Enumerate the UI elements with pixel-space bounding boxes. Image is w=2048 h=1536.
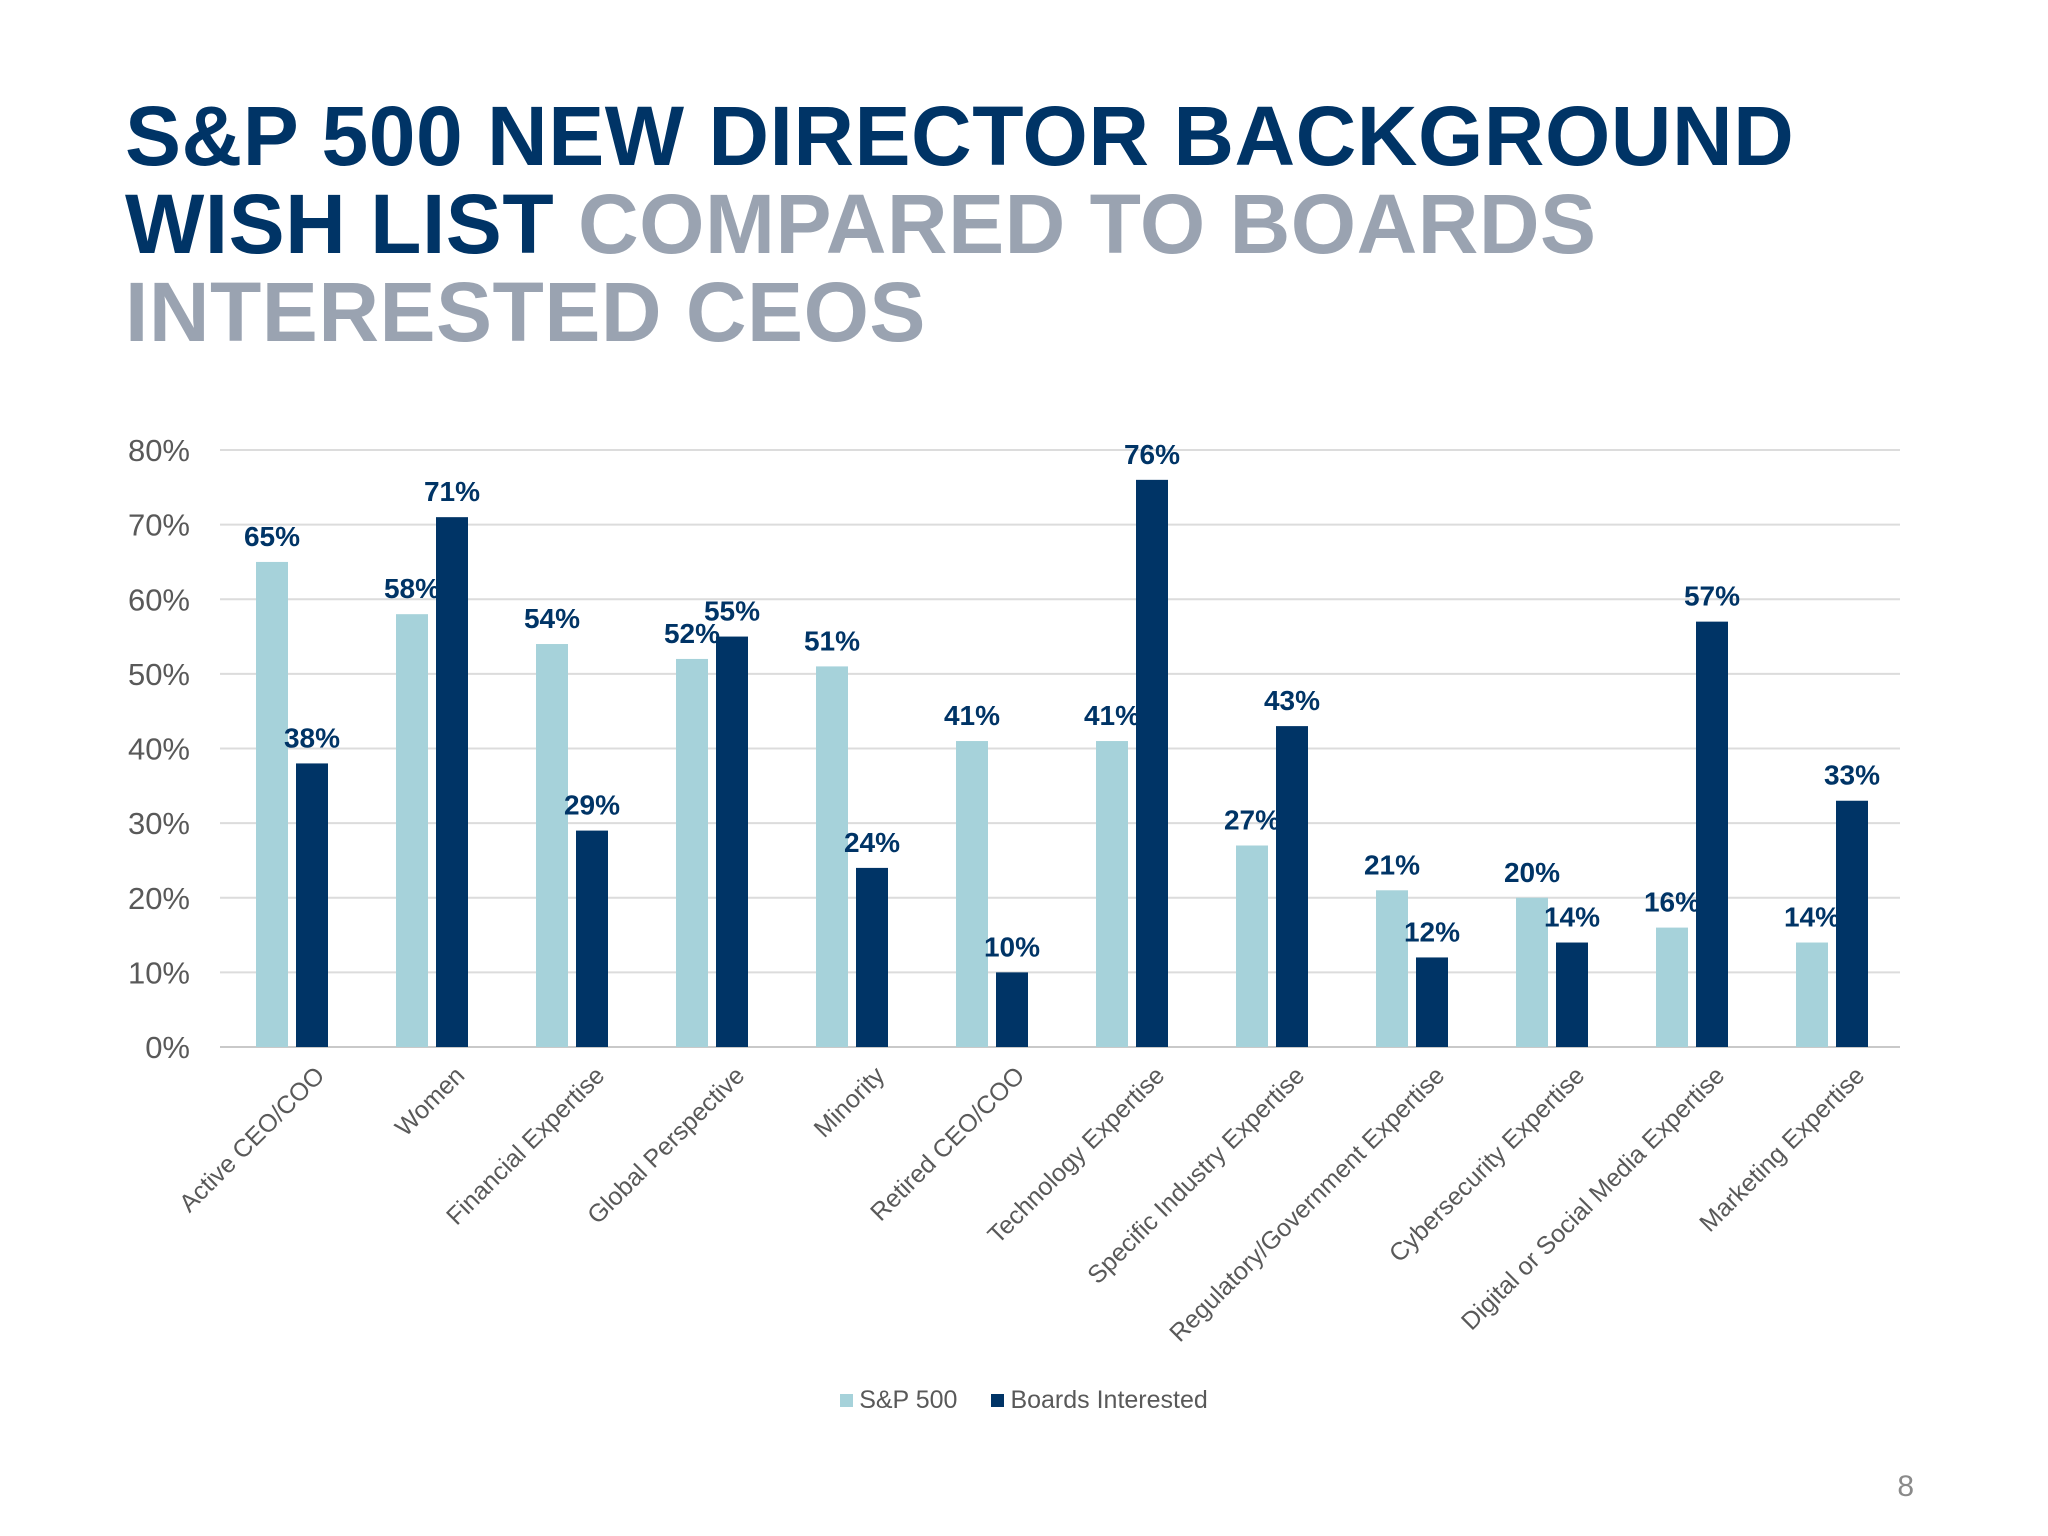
- bar-boards-4: [856, 867, 888, 1047]
- legend-swatch-sp500: [840, 1394, 854, 1407]
- category-label-10: Digital or Social Media Expertise: [1456, 1061, 1730, 1335]
- bar-boards-2: [576, 830, 608, 1047]
- bar-sp500-7: [1236, 845, 1268, 1047]
- data-label-boards-4: 24%: [844, 827, 900, 858]
- bar-boards-0: [296, 763, 328, 1047]
- data-label-sp500-5: 41%: [944, 700, 1000, 731]
- data-label-sp500-1: 58%: [384, 573, 440, 604]
- data-label-boards-8: 12%: [1404, 916, 1460, 947]
- bar-boards-9: [1556, 942, 1588, 1047]
- bar-sp500-3: [676, 658, 708, 1047]
- data-label-sp500-7: 27%: [1224, 805, 1280, 836]
- category-label-5: Retired CEO/COO: [865, 1061, 1030, 1226]
- bar-sp500-1: [396, 614, 428, 1047]
- bar-sp500-2: [536, 644, 568, 1047]
- bar-boards-1: [436, 517, 468, 1047]
- y-tick-label: 50%: [128, 657, 190, 692]
- data-labels: 65% 38% 58% 71% 54% 29% 52%55% 51% 24% 41% 10% 41% 7…: [244, 439, 1880, 963]
- category-label-3: Global Perspective: [582, 1061, 750, 1229]
- category-label-8: Regulatory/Government Expertise: [1164, 1061, 1450, 1347]
- y-tick-label: 0%: [145, 1030, 190, 1065]
- data-label-sp500-3: 52%: [664, 618, 720, 649]
- legend-label-sp500: S&P 500: [859, 1386, 958, 1414]
- y-tick-label: 30%: [128, 806, 190, 841]
- legend-item-sp500: S&P 500: [840, 1386, 957, 1415]
- category-label-0: Active CEO/COO: [174, 1061, 330, 1217]
- data-label-boards-6: 76%: [1124, 439, 1180, 470]
- bar-sp500-0: [256, 561, 288, 1047]
- y-tick-label: 20%: [128, 881, 190, 916]
- bar-sp500-6: [1096, 741, 1128, 1047]
- bar-sp500-8: [1376, 890, 1408, 1047]
- data-label-boards-7: 43%: [1264, 685, 1320, 716]
- bar-boards-5: [996, 972, 1028, 1047]
- bar-sp500-5: [956, 741, 988, 1047]
- category-label-2: Financial Expertise: [441, 1061, 610, 1230]
- data-label-sp500-8: 21%: [1364, 849, 1420, 880]
- bar-sp500-10: [1656, 927, 1688, 1047]
- data-label-boards-0: 38%: [284, 722, 340, 753]
- gridlines: [220, 449, 1900, 1048]
- data-label-boards-11: 33%: [1824, 760, 1880, 791]
- legend-swatch-boards: [991, 1394, 1005, 1407]
- bar-boards-8: [1416, 957, 1448, 1047]
- data-label-boards-2: 29%: [564, 790, 620, 821]
- bar-boards-11: [1836, 800, 1868, 1047]
- data-label-sp500-10: 16%: [1644, 887, 1700, 918]
- data-label-boards-5: 10%: [984, 931, 1040, 962]
- legend-item-boards: Boards Interested: [991, 1386, 1208, 1415]
- chart-legend: S&P 500 Boards Interested: [0, 1386, 2048, 1415]
- bar-sp500-4: [816, 666, 848, 1047]
- page-number: 8: [1897, 1470, 1914, 1503]
- y-tick-label: 40%: [128, 732, 190, 767]
- y-tick-label: 10%: [128, 955, 190, 990]
- bar-boards-7: [1276, 726, 1308, 1047]
- data-label-sp500-4: 51%: [804, 625, 860, 656]
- legend-label-boards: Boards Interested: [1010, 1386, 1208, 1414]
- bar-boards-3: [716, 636, 748, 1047]
- category-label-1: Women: [390, 1061, 470, 1141]
- category-label-4: Minority: [809, 1061, 891, 1143]
- title-secondary: COMPARED TO BOARDS INTERESTED CEOS: [125, 177, 1597, 359]
- data-label-boards-10: 57%: [1684, 581, 1740, 612]
- y-tick-label: 60%: [128, 582, 190, 617]
- bars: [256, 479, 1868, 1048]
- bar-boards-10: [1696, 621, 1728, 1047]
- bar-sp500-11: [1796, 942, 1828, 1047]
- y-tick-label: 80%: [128, 433, 190, 468]
- data-label-boards-3: 55%: [704, 596, 760, 627]
- y-axis-ticks: 0% 10% 20% 30% 40% 50% 60% 70% 80%: [128, 433, 190, 1065]
- data-label-boards-1: 71%: [424, 476, 480, 507]
- title-primary: S&P 500 NEW DIRECTOR BACKGROUND WISH LIS…: [125, 89, 1795, 271]
- data-label-sp500-2: 54%: [524, 603, 580, 634]
- slide-title: S&P 500 NEW DIRECTOR BACKGROUND WISH LIS…: [125, 92, 1975, 356]
- data-label-sp500-9: 20%: [1504, 857, 1560, 888]
- y-tick-label: 70%: [128, 508, 190, 543]
- data-label-sp500-11: 14%: [1784, 902, 1840, 933]
- data-label-sp500-6: 41%: [1084, 700, 1140, 731]
- data-label-boards-9: 14%: [1544, 902, 1600, 933]
- bar-sp500-9: [1516, 897, 1548, 1047]
- data-label-sp500-0: 65%: [244, 521, 300, 552]
- bar-boards-6: [1136, 479, 1168, 1048]
